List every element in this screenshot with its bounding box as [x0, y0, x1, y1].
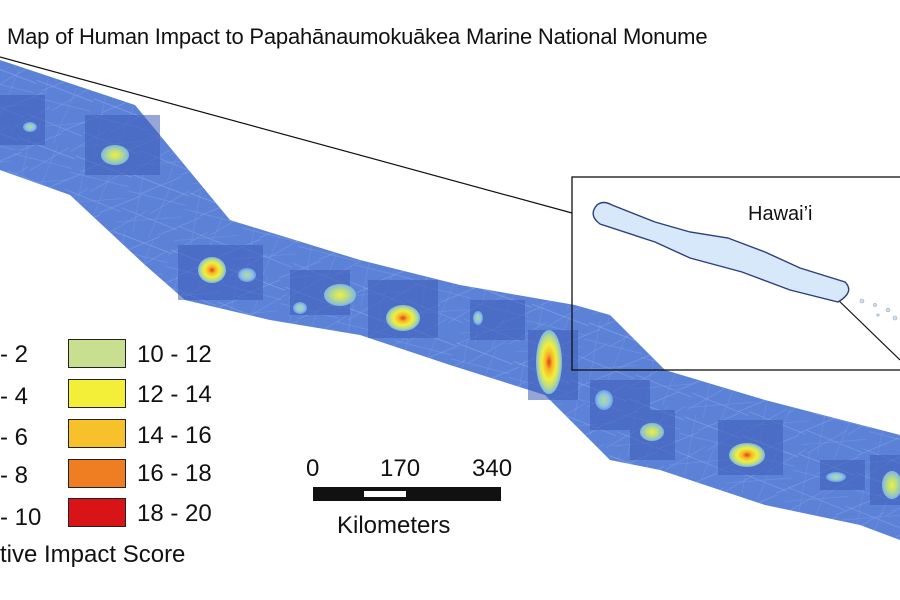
dark-survey-tiles — [0, 95, 900, 505]
scale-tick-170: 170 — [380, 455, 421, 482]
legend-swatch-10-12 — [68, 339, 126, 368]
scale-unit: Kilometers — [337, 512, 451, 539]
inset-leader-lines — [0, 56, 900, 361]
scale-tick-340: 340 — [472, 455, 513, 482]
legend-title: tive Impact Score — [0, 541, 186, 568]
legend-swatch-18-20 — [68, 498, 126, 527]
hawaii-island-chain — [592, 201, 850, 303]
legend-label-range-4: - 8 — [0, 462, 29, 489]
legend-label-12-14: 12 - 14 — [137, 381, 212, 408]
legend-label-range-2: - 4 — [0, 383, 29, 410]
inset-label-hawaii: Hawai’i — [748, 203, 813, 225]
main-hawaiian-islands — [859, 298, 898, 321]
legend-swatch-14-16 — [68, 419, 126, 448]
legend-swatch-12-14 — [68, 379, 126, 408]
impact-hotspots — [23, 122, 900, 499]
scale-bar — [313, 487, 501, 501]
scale-bar-segment — [364, 491, 406, 497]
legend-label-14-16: 14 - 16 — [137, 422, 212, 449]
legend-label-18-20: 18 - 20 — [137, 500, 212, 527]
legend-label-16-18: 16 - 18 — [137, 460, 212, 487]
legend-label-range-1: - 2 — [0, 341, 29, 368]
scale-tick-0: 0 — [306, 455, 320, 482]
legend-label-10-12: 10 - 12 — [137, 341, 212, 368]
inset-box — [571, 176, 900, 371]
map-title: Map of Human Impact to Papahānaumokuākea… — [7, 24, 708, 49]
legend-label-range-5: - 10 — [0, 504, 42, 531]
legend-swatch-16-18 — [68, 459, 126, 488]
legend-label-range-3: - 6 — [0, 424, 29, 451]
